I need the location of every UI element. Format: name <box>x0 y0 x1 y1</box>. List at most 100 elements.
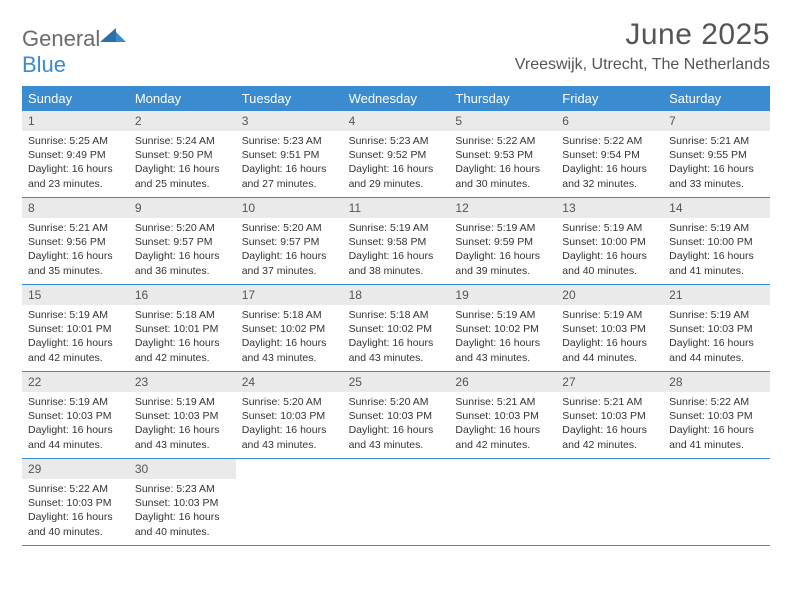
calendar-cell: 25Sunrise: 5:20 AMSunset: 10:03 PMDaylig… <box>343 372 450 458</box>
day-details: Sunrise: 5:18 AMSunset: 10:02 PMDaylight… <box>236 305 343 371</box>
daylight-text: and 40 minutes. <box>135 525 230 539</box>
sunset-text: Sunset: 10:01 PM <box>28 322 123 336</box>
sunrise-text: Sunrise: 5:23 AM <box>242 134 337 148</box>
day-details <box>556 465 663 474</box>
sunrise-text: Sunrise: 5:20 AM <box>135 221 230 235</box>
sunrise-text: Sunrise: 5:18 AM <box>242 308 337 322</box>
sunset-text: Sunset: 9:55 PM <box>669 148 764 162</box>
calendar-cell <box>236 459 343 545</box>
day-details: Sunrise: 5:23 AMSunset: 10:03 PMDaylight… <box>129 479 236 545</box>
day-number: 23 <box>129 372 236 392</box>
day-details: Sunrise: 5:20 AMSunset: 10:03 PMDaylight… <box>343 392 450 458</box>
sunset-text: Sunset: 10:03 PM <box>28 409 123 423</box>
weeks-container: 1Sunrise: 5:25 AMSunset: 9:49 PMDaylight… <box>22 111 770 546</box>
calendar-cell <box>556 459 663 545</box>
daylight-text: Daylight: 16 hours <box>28 336 123 350</box>
daylight-text: Daylight: 16 hours <box>455 336 550 350</box>
day-details: Sunrise: 5:21 AMSunset: 9:55 PMDaylight:… <box>663 131 770 197</box>
day-number: 21 <box>663 285 770 305</box>
sunrise-text: Sunrise: 5:19 AM <box>349 221 444 235</box>
daylight-text: and 27 minutes. <box>242 177 337 191</box>
day-details: Sunrise: 5:23 AMSunset: 9:51 PMDaylight:… <box>236 131 343 197</box>
daylight-text: and 32 minutes. <box>562 177 657 191</box>
calendar-cell: 23Sunrise: 5:19 AMSunset: 10:03 PMDaylig… <box>129 372 236 458</box>
sunset-text: Sunset: 10:00 PM <box>562 235 657 249</box>
calendar-cell: 1Sunrise: 5:25 AMSunset: 9:49 PMDaylight… <box>22 111 129 197</box>
sunrise-text: Sunrise: 5:18 AM <box>135 308 230 322</box>
day-details <box>449 465 556 474</box>
sunrise-text: Sunrise: 5:21 AM <box>455 395 550 409</box>
sunset-text: Sunset: 9:54 PM <box>562 148 657 162</box>
day-number: 29 <box>22 459 129 479</box>
calendar-cell: 30Sunrise: 5:23 AMSunset: 10:03 PMDaylig… <box>129 459 236 545</box>
day-details: Sunrise: 5:21 AMSunset: 10:03 PMDaylight… <box>449 392 556 458</box>
day-details: Sunrise: 5:19 AMSunset: 9:59 PMDaylight:… <box>449 218 556 284</box>
day-details: Sunrise: 5:25 AMSunset: 9:49 PMDaylight:… <box>22 131 129 197</box>
daylight-text: Daylight: 16 hours <box>28 423 123 437</box>
daylight-text: and 42 minutes. <box>562 438 657 452</box>
logo-mark-icon <box>100 24 126 46</box>
page: General Blue June 2025 Vreeswijk, Utrech… <box>0 0 792 612</box>
day-number: 25 <box>343 372 450 392</box>
day-number: 5 <box>449 111 556 131</box>
daylight-text: and 23 minutes. <box>28 177 123 191</box>
day-details: Sunrise: 5:20 AMSunset: 9:57 PMDaylight:… <box>236 218 343 284</box>
calendar-cell: 2Sunrise: 5:24 AMSunset: 9:50 PMDaylight… <box>129 111 236 197</box>
daylight-text: and 29 minutes. <box>349 177 444 191</box>
daylight-text: and 42 minutes. <box>135 351 230 365</box>
day-number: 18 <box>343 285 450 305</box>
sunset-text: Sunset: 10:03 PM <box>135 409 230 423</box>
day-number: 17 <box>236 285 343 305</box>
calendar-cell: 6Sunrise: 5:22 AMSunset: 9:54 PMDaylight… <box>556 111 663 197</box>
calendar-cell: 27Sunrise: 5:21 AMSunset: 10:03 PMDaylig… <box>556 372 663 458</box>
daylight-text: Daylight: 16 hours <box>135 249 230 263</box>
daylight-text: Daylight: 16 hours <box>28 162 123 176</box>
day-number: 11 <box>343 198 450 218</box>
day-number: 12 <box>449 198 556 218</box>
daylight-text: and 35 minutes. <box>28 264 123 278</box>
daylight-text: and 25 minutes. <box>135 177 230 191</box>
sunset-text: Sunset: 10:02 PM <box>455 322 550 336</box>
daylight-text: Daylight: 16 hours <box>349 336 444 350</box>
day-details: Sunrise: 5:22 AMSunset: 9:53 PMDaylight:… <box>449 131 556 197</box>
weekday-header: Sunday <box>22 86 129 111</box>
sunrise-text: Sunrise: 5:19 AM <box>28 308 123 322</box>
day-number: 3 <box>236 111 343 131</box>
weekday-header: Tuesday <box>236 86 343 111</box>
calendar-cell: 7Sunrise: 5:21 AMSunset: 9:55 PMDaylight… <box>663 111 770 197</box>
day-number: 4 <box>343 111 450 131</box>
calendar-cell: 21Sunrise: 5:19 AMSunset: 10:03 PMDaylig… <box>663 285 770 371</box>
sunrise-text: Sunrise: 5:19 AM <box>669 308 764 322</box>
sunset-text: Sunset: 9:58 PM <box>349 235 444 249</box>
sunrise-text: Sunrise: 5:21 AM <box>28 221 123 235</box>
daylight-text: Daylight: 16 hours <box>455 162 550 176</box>
calendar-cell: 15 Sunrise: 5:19 AMSunset: 10:01 PMDaylig… <box>22 285 129 371</box>
daylight-text: and 33 minutes. <box>669 177 764 191</box>
sunrise-text: Sunrise: 5:19 AM <box>455 308 550 322</box>
daylight-text: Daylight: 16 hours <box>455 423 550 437</box>
sunrise-text: Sunrise: 5:20 AM <box>242 221 337 235</box>
sunset-text: Sunset: 10:03 PM <box>562 409 657 423</box>
calendar: Sunday Monday Tuesday Wednesday Thursday… <box>22 86 770 546</box>
day-number: 20 <box>556 285 663 305</box>
logo-text: General Blue <box>22 24 126 78</box>
sunrise-text: Sunrise: 5:21 AM <box>562 395 657 409</box>
daylight-text: Daylight: 16 hours <box>349 423 444 437</box>
page-title: June 2025 <box>515 18 770 52</box>
daylight-text: and 43 minutes. <box>135 438 230 452</box>
calendar-week: 29Sunrise: 5:22 AMSunset: 10:03 PMDaylig… <box>22 459 770 546</box>
daylight-text: and 44 minutes. <box>562 351 657 365</box>
weekday-header: Wednesday <box>343 86 450 111</box>
calendar-week: 15Sunrise: 5:19 AMSunset: 10:01 PMDaylig… <box>22 285 770 372</box>
calendar-cell: 16Sunrise: 5:18 AMSunset: 10:01 PMDaylig… <box>129 285 236 371</box>
calendar-cell <box>663 459 770 545</box>
daylight-text: Daylight: 16 hours <box>562 423 657 437</box>
sunset-text: Sunset: 10:03 PM <box>28 496 123 510</box>
day-details: Sunrise: 5:23 AMSunset: 9:52 PMDaylight:… <box>343 131 450 197</box>
calendar-cell: 24Sunrise: 5:20 AMSunset: 10:03 PMDaylig… <box>236 372 343 458</box>
calendar-cell <box>343 459 450 545</box>
day-number: 15 <box>22 285 129 305</box>
daylight-text: Daylight: 16 hours <box>242 336 337 350</box>
sunset-text: Sunset: 9:53 PM <box>455 148 550 162</box>
header: General Blue June 2025 Vreeswijk, Utrech… <box>22 18 770 78</box>
